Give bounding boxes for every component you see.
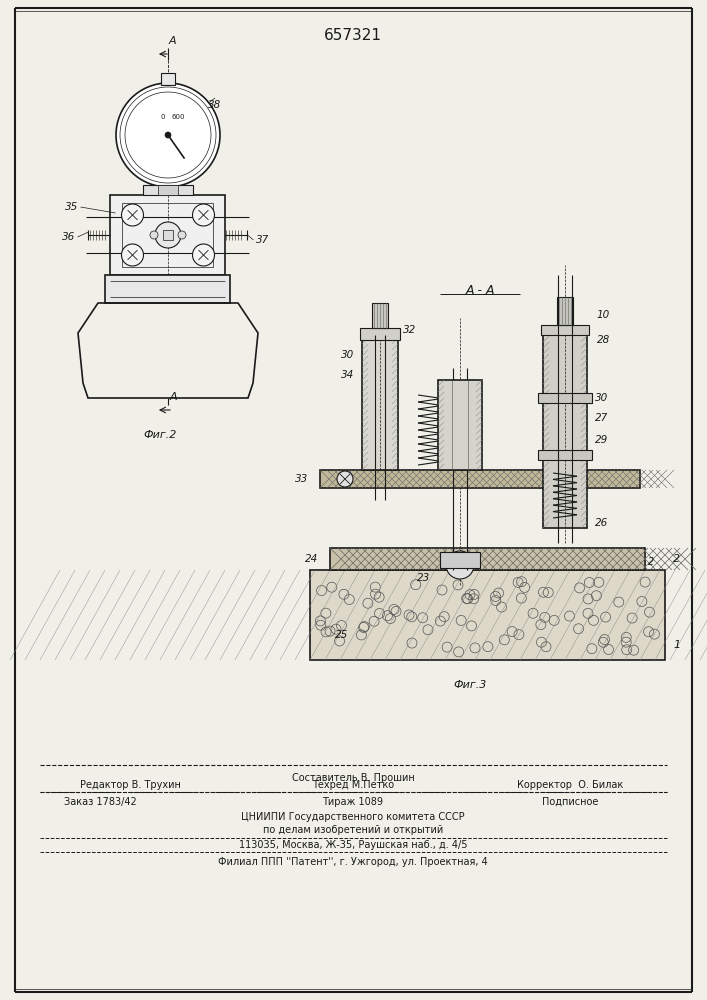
Bar — [158, 185, 178, 195]
Text: Редактор В. Трухин: Редактор В. Трухин — [80, 780, 180, 790]
Bar — [538, 450, 592, 460]
Bar — [362, 340, 398, 470]
Text: 30: 30 — [341, 350, 354, 360]
Bar — [543, 335, 587, 528]
Text: ЦНИИПИ Государственного комитета СССР: ЦНИИПИ Государственного комитета СССР — [241, 812, 464, 822]
Text: Корректор  О. Билак: Корректор О. Билак — [517, 780, 623, 790]
Text: 2: 2 — [648, 557, 654, 567]
Text: 0: 0 — [160, 114, 165, 120]
Text: 35: 35 — [65, 202, 78, 212]
Bar — [440, 552, 480, 568]
Bar — [330, 548, 645, 570]
Bar — [310, 570, 665, 660]
Text: A - A: A - A — [465, 284, 495, 296]
Text: Филиал ППП ''Патент'', г. Ужгород, ул. Проектная, 4: Филиал ППП ''Патент'', г. Ужгород, ул. П… — [218, 857, 488, 867]
Text: 10: 10 — [597, 310, 610, 320]
Text: по делам изобретений и открытий: по делам изобретений и открытий — [263, 825, 443, 835]
Text: 24: 24 — [305, 554, 318, 564]
Bar — [122, 203, 214, 267]
Text: Фиг.2: Фиг.2 — [144, 430, 177, 440]
Bar — [372, 303, 388, 328]
Text: Тираж 1089: Тираж 1089 — [322, 797, 383, 807]
Bar — [320, 470, 640, 488]
Circle shape — [122, 204, 144, 226]
Text: 37: 37 — [255, 235, 269, 245]
Text: 26: 26 — [595, 518, 608, 528]
Circle shape — [337, 471, 353, 487]
Bar — [438, 380, 482, 470]
Text: Заказ 1783/42: Заказ 1783/42 — [64, 797, 136, 807]
Bar — [557, 297, 573, 325]
Bar — [360, 328, 400, 340]
Bar — [538, 393, 592, 403]
Text: 25: 25 — [335, 630, 349, 640]
Bar — [110, 195, 226, 275]
Circle shape — [178, 231, 186, 239]
Text: Техред М.Петко: Техред М.Петко — [312, 780, 394, 790]
Text: A: A — [168, 36, 176, 46]
Circle shape — [155, 222, 181, 248]
Circle shape — [116, 83, 220, 187]
Circle shape — [165, 132, 171, 138]
Bar — [163, 230, 173, 240]
Text: 27: 27 — [595, 413, 608, 423]
Text: A: A — [169, 392, 177, 402]
Bar — [105, 275, 230, 303]
Circle shape — [192, 204, 214, 226]
Text: 657321: 657321 — [324, 27, 382, 42]
Text: 30: 30 — [595, 393, 608, 403]
Text: 1: 1 — [673, 640, 680, 650]
Bar — [541, 325, 589, 335]
Text: 23: 23 — [416, 573, 430, 583]
Text: 32: 32 — [403, 325, 416, 335]
Text: 600: 600 — [171, 114, 185, 120]
Bar — [161, 73, 175, 85]
Text: 34: 34 — [341, 370, 354, 380]
Text: 29: 29 — [595, 435, 608, 445]
Circle shape — [446, 551, 474, 579]
Circle shape — [150, 231, 158, 239]
Circle shape — [192, 244, 214, 266]
Bar — [143, 185, 193, 195]
Text: Фиг.3: Фиг.3 — [453, 680, 486, 690]
Text: 28: 28 — [597, 335, 610, 345]
Text: Составитель В. Прошин: Составитель В. Прошин — [291, 773, 414, 783]
Text: 2: 2 — [673, 554, 680, 564]
Text: 36: 36 — [62, 232, 76, 242]
Text: 33: 33 — [295, 474, 308, 484]
Circle shape — [122, 244, 144, 266]
Text: 38: 38 — [208, 100, 221, 110]
Text: 113035, Москва, Ж-35, Раушская наб., д. 4/5: 113035, Москва, Ж-35, Раушская наб., д. … — [239, 840, 467, 850]
Text: 31: 31 — [448, 425, 461, 435]
Text: Подписное: Подписное — [542, 797, 598, 807]
